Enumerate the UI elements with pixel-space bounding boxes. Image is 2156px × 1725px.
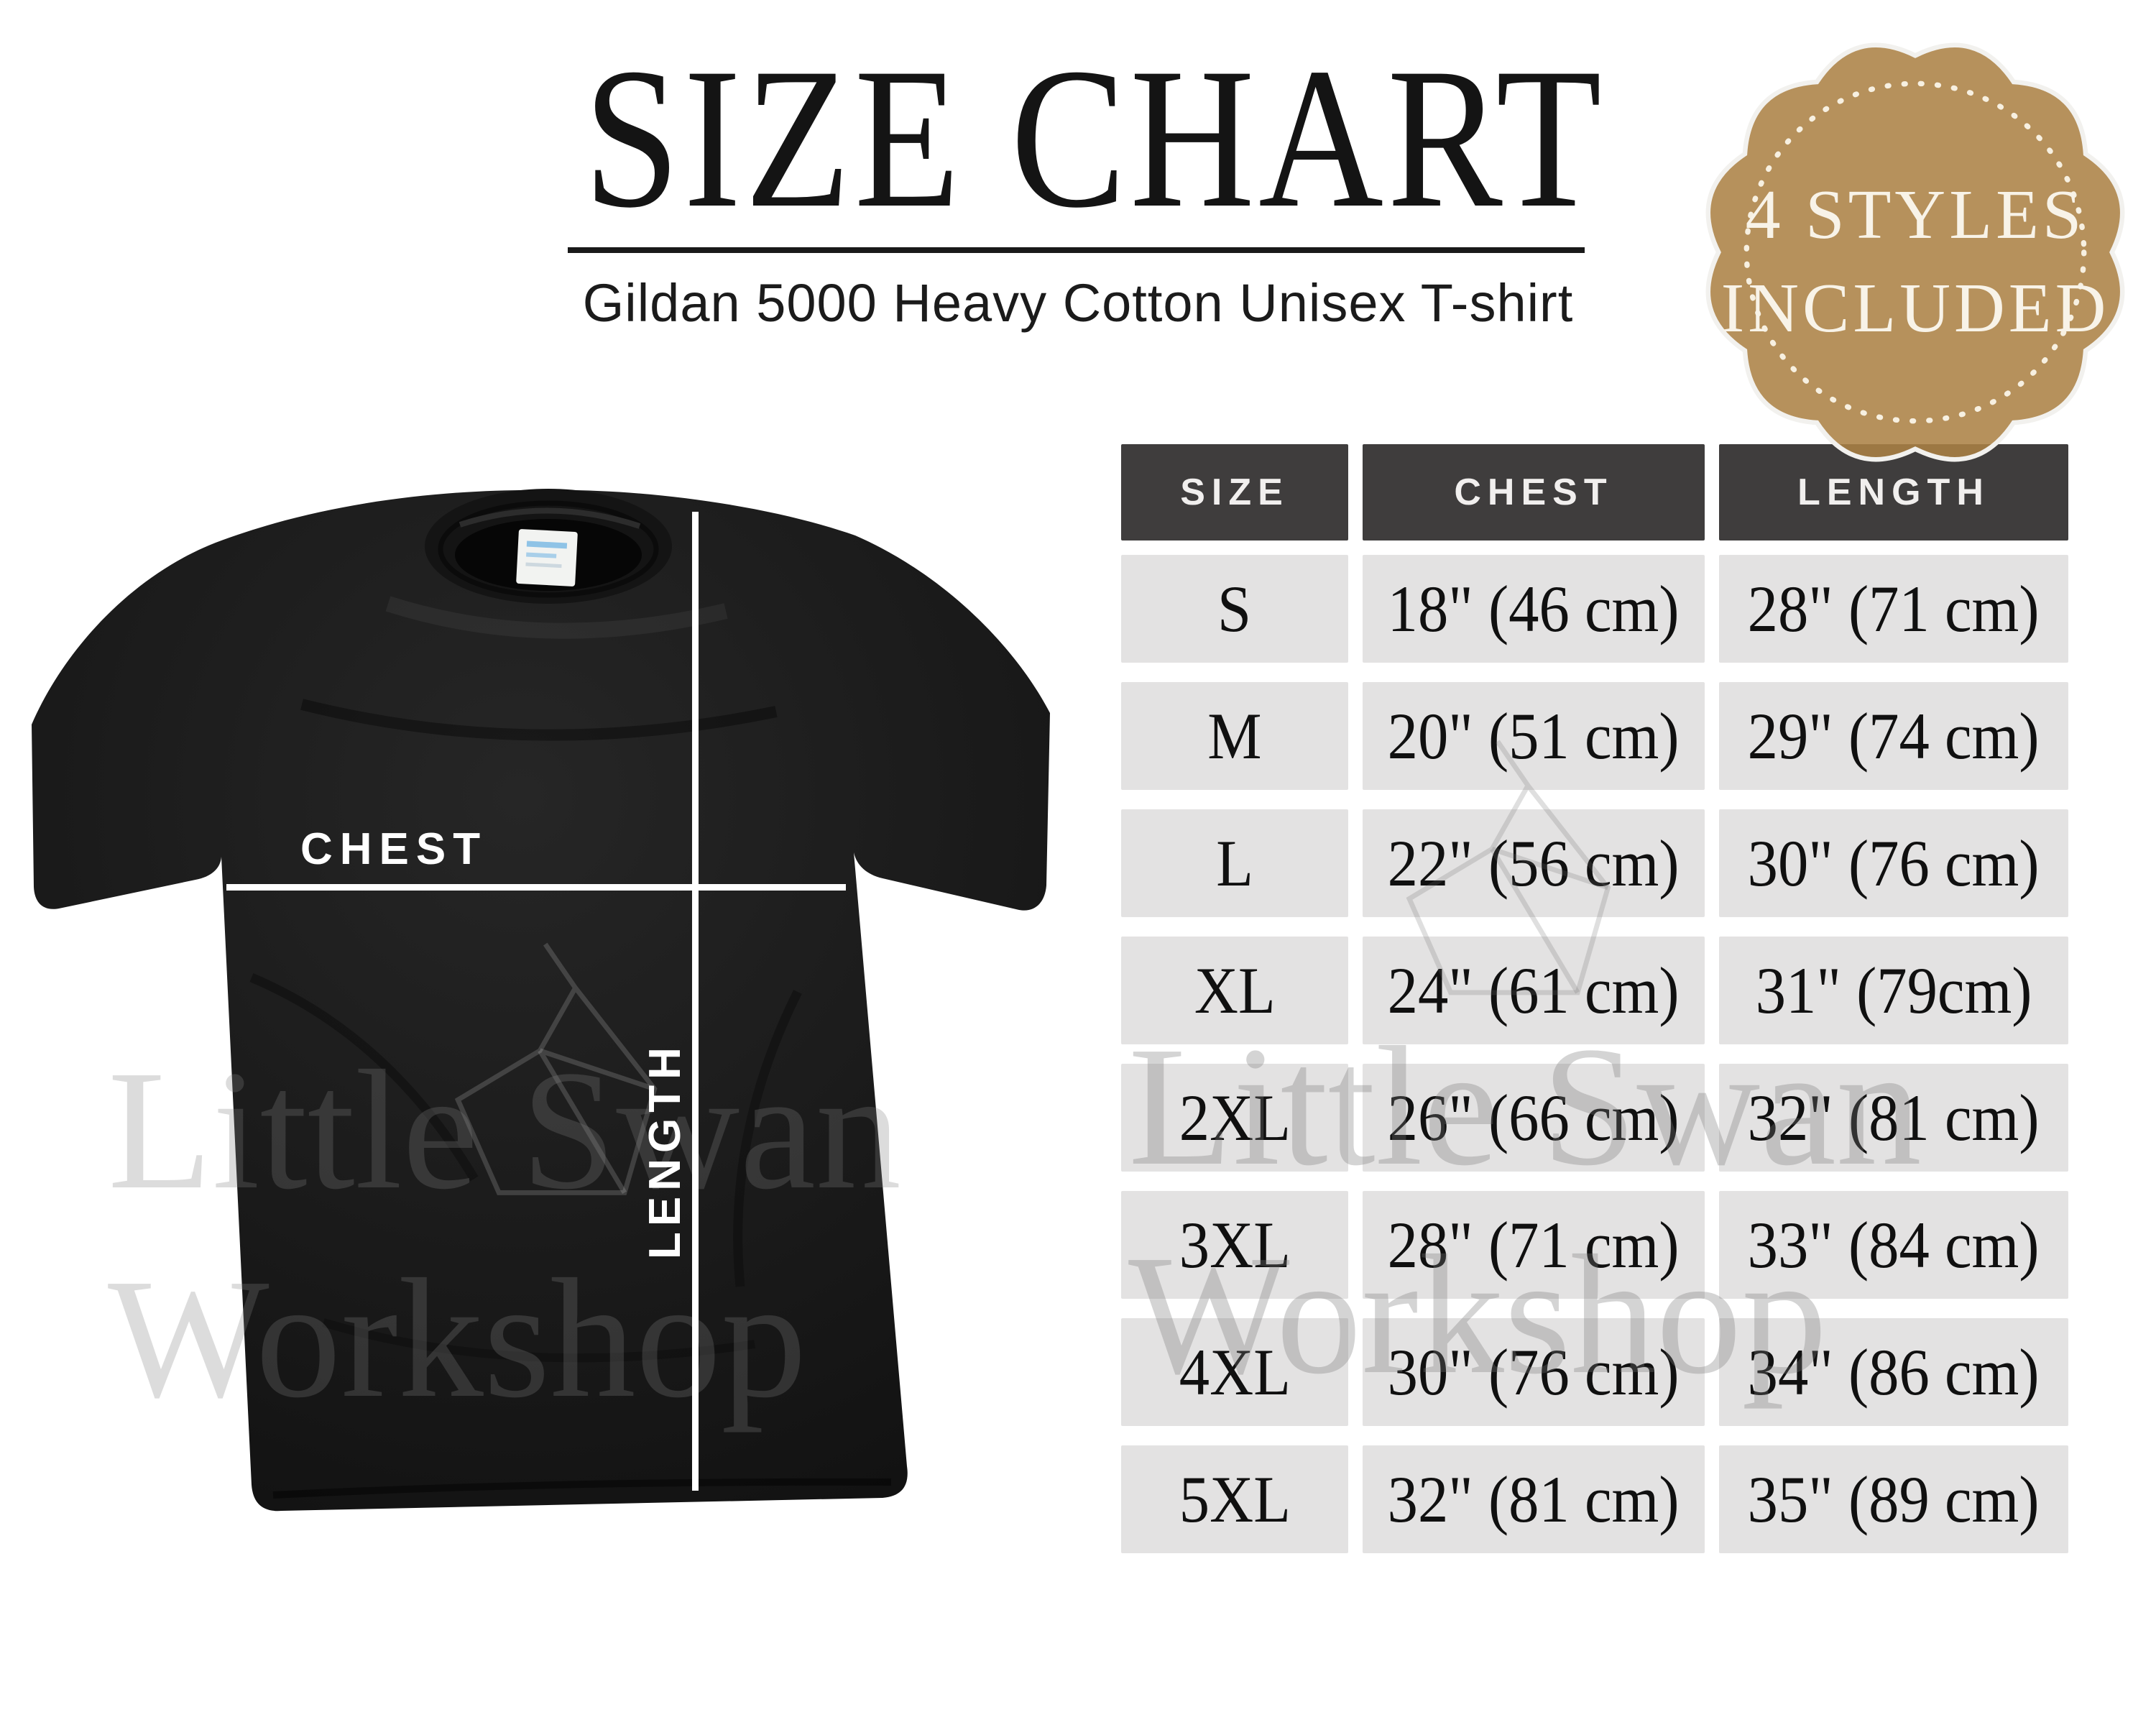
cell-size: 5XL (1121, 1445, 1348, 1553)
length-label: LENGTH (640, 1041, 690, 1259)
cell-chest: 20" (51 cm) (1363, 682, 1705, 790)
cell-length: 29" (74 cm) (1719, 682, 2068, 790)
cell-length: 32" (81 cm) (1719, 1064, 2068, 1172)
cell-chest: 30" (76 cm) (1363, 1318, 1705, 1426)
chest-measure-line (226, 884, 846, 891)
cell-length: 33" (84 cm) (1719, 1191, 2068, 1299)
size-table: SIZE CHEST LENGTH S 18" (46 cm) 28" (71 … (1121, 444, 2068, 1573)
cell-size: 3XL (1121, 1191, 1348, 1299)
table-row: S 18" (46 cm) 28" (71 cm) (1121, 555, 2068, 663)
cell-chest: 28" (71 cm) (1363, 1191, 1705, 1299)
cell-chest: 24" (61 cm) (1363, 937, 1705, 1044)
cell-length: 28" (71 cm) (1719, 555, 2068, 663)
table-row: XL 24" (61 cm) 31" (79cm) (1121, 937, 2068, 1044)
table-header-row: SIZE CHEST LENGTH (1121, 444, 2068, 540)
cell-size: M (1121, 682, 1348, 790)
table-row: 3XL 28" (71 cm) 33" (84 cm) (1121, 1191, 2068, 1299)
table-row: L 22" (56 cm) 30" (76 cm) (1121, 809, 2068, 917)
cell-chest: 22" (56 cm) (1363, 809, 1705, 917)
page-title: SIZE CHART (584, 26, 1606, 249)
cell-chest: 18" (46 cm) (1363, 555, 1705, 663)
tshirt-body (32, 489, 1050, 1512)
cell-length: 30" (76 cm) (1719, 809, 2068, 917)
cell-chest: 32" (81 cm) (1363, 1445, 1705, 1553)
title-underline (568, 247, 1585, 253)
table-row: 4XL 30" (76 cm) 34" (86 cm) (1121, 1318, 2068, 1426)
neck-tag (516, 529, 578, 586)
cell-length: 31" (79cm) (1719, 937, 2068, 1044)
header-cell-length: LENGTH (1719, 444, 2068, 540)
cell-size: S (1121, 555, 1348, 663)
header-cell-size: SIZE (1121, 444, 1348, 540)
chest-label: CHEST (300, 824, 488, 874)
tshirt-image (32, 489, 1050, 1512)
table-row: M 20" (51 cm) 29" (74 cm) (1121, 682, 2068, 790)
cell-size: L (1121, 809, 1348, 917)
page-subtitle: Gildan 5000 Heavy Cotton Unisex T-shirt (582, 273, 1574, 333)
cell-chest: 26" (66 cm) (1363, 1064, 1705, 1172)
cell-length: 35" (89 cm) (1719, 1445, 2068, 1553)
badge-text-line2: INCLUDED (1720, 270, 2110, 347)
table-row: 2XL 26" (66 cm) 32" (81 cm) (1121, 1064, 2068, 1172)
badge-text-line1: 4 STYLES (1745, 176, 2086, 254)
cell-length: 34" (86 cm) (1719, 1318, 2068, 1426)
cell-size: XL (1121, 937, 1348, 1044)
styles-included-badge: 4 STYLES INCLUDED (1675, 12, 2155, 492)
cell-size: 2XL (1121, 1064, 1348, 1172)
badge-seal-icon (1705, 42, 2125, 462)
length-measure-line (692, 512, 699, 1491)
table-row: 5XL 32" (81 cm) 35" (89 cm) (1121, 1445, 2068, 1553)
cell-size: 4XL (1121, 1318, 1348, 1426)
header-cell-chest: CHEST (1363, 444, 1705, 540)
